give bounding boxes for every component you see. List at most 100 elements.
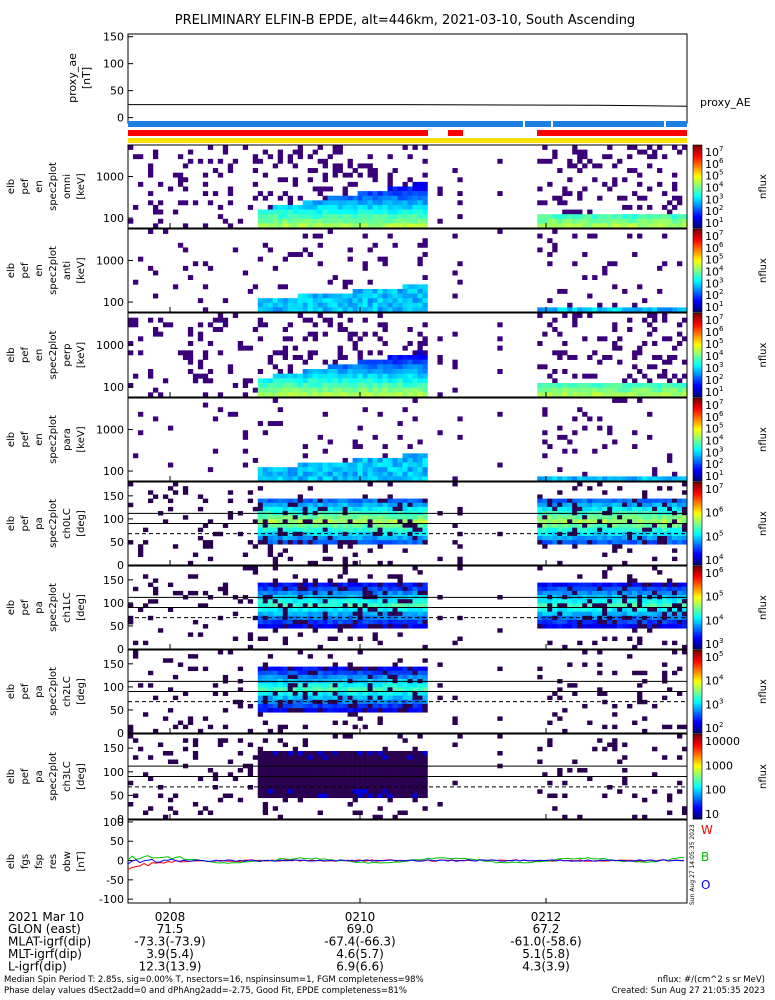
- pitch-cell: [562, 603, 568, 608]
- spectrogram-cell: [582, 307, 588, 313]
- pitch-cell: [417, 615, 423, 621]
- colorbar-segment: [693, 802, 702, 805]
- pitch-cell: [587, 624, 593, 629]
- spectrogram-cell: [267, 223, 274, 229]
- colorbar-segment: [693, 231, 702, 234]
- spectrogram-frame: [127, 312, 688, 398]
- spectrogram-cell: [232, 313, 239, 318]
- pitch-cell: [387, 523, 393, 528]
- pitch-cell: [392, 674, 398, 680]
- spectrogram-cell: [552, 378, 558, 384]
- pitch-cell: [637, 535, 643, 541]
- spectrogram-cell: [422, 462, 428, 468]
- spectrogram-cell: [677, 341, 683, 346]
- spectrogram-cell: [357, 191, 363, 197]
- spectrogram-cell: [382, 392, 388, 398]
- pitch-cell: [162, 494, 169, 499]
- pitch-cell: [622, 586, 628, 592]
- pitch-cell: [142, 603, 149, 608]
- pitch-cell: [602, 515, 608, 520]
- pitch-cell: [572, 691, 578, 696]
- spectrogram-cell: [542, 200, 548, 206]
- spectrogram-cell: [372, 471, 378, 477]
- spectrogram-cell: [327, 200, 333, 206]
- pitch-cell: [667, 527, 673, 533]
- pitch-cell: [597, 515, 603, 520]
- pitch-cell: [297, 699, 303, 705]
- pitch-cell: [152, 728, 159, 734]
- pitch-cell: [387, 515, 393, 520]
- pitch-cell: [277, 776, 284, 782]
- spectrogram-cell: [357, 355, 363, 360]
- pitch-cell: [537, 789, 543, 794]
- pitch-cell: [612, 703, 618, 709]
- pitch-cell: [337, 666, 343, 672]
- pitch-cell: [267, 691, 274, 696]
- spectrogram-cell: [592, 218, 598, 224]
- pitch-cell: [342, 780, 348, 786]
- pitch-cell: [317, 582, 323, 588]
- spectrogram-cell: [267, 383, 274, 388]
- colorbar-segment: [693, 373, 702, 377]
- pitch-cell: [347, 772, 353, 777]
- colorbar-tick-label: 102: [705, 721, 723, 735]
- pitch-cell: [317, 506, 323, 512]
- pitch-cell: [577, 515, 583, 520]
- colorbar-segment: [693, 660, 702, 663]
- spectrogram-cell: [252, 168, 259, 173]
- pitch-cell: [622, 527, 628, 533]
- pitch-cell: [667, 515, 673, 520]
- pitch-cell: [357, 691, 363, 696]
- spectrogram-cell: [672, 223, 678, 229]
- spectrogram-cell: [332, 218, 338, 224]
- spectrogram-cell: [372, 457, 378, 463]
- pitch-cell: [262, 674, 269, 680]
- spectrogram-cell: [342, 223, 348, 229]
- pitch-cell: [617, 789, 623, 794]
- spectrogram-cell: [192, 373, 199, 379]
- spectrogram-cell: [297, 387, 303, 393]
- spectrogram-cell: [377, 457, 383, 463]
- spectrogram-cell: [307, 387, 313, 393]
- spectrogram-cell: [607, 214, 613, 220]
- pitch-cell: [457, 506, 463, 512]
- pitch-cell: [277, 582, 284, 588]
- spectrogram-cell: [147, 200, 154, 206]
- spectrogram-cell: [397, 223, 403, 229]
- spectrogram-cell: [622, 383, 628, 388]
- spectrogram-cell: [637, 345, 643, 351]
- spectrogram-cell: [242, 434, 249, 440]
- pitch-cell: [402, 759, 408, 765]
- spectrogram-cell: [317, 476, 323, 482]
- colorbar-segment: [693, 484, 702, 487]
- spectrogram-cell: [272, 364, 279, 370]
- pitch-cell: [192, 590, 199, 596]
- spectrogram-cell: [392, 214, 398, 220]
- pitch-cell: [277, 540, 284, 545]
- spectrogram-cell: [147, 265, 154, 271]
- colorbar-segment: [693, 406, 702, 409]
- spectrogram-cell: [412, 373, 418, 379]
- colorbar-segment: [693, 613, 702, 617]
- pitch-cell: [637, 519, 643, 524]
- colorbar-segment: [693, 258, 702, 261]
- pitch-ytick-label: 100: [103, 513, 124, 526]
- pitch-cell: [667, 519, 673, 524]
- pitch-cell: [652, 611, 658, 617]
- pitch-cell: [422, 793, 428, 799]
- pitch-cell: [682, 490, 688, 495]
- spectrogram-cell: [332, 387, 338, 393]
- pitch-cell: [547, 523, 553, 528]
- colorbar-segment: [693, 264, 702, 267]
- spectrogram-cell: [617, 223, 623, 229]
- spectrogram-cell: [372, 191, 378, 197]
- spectrogram-cell: [672, 195, 678, 201]
- spectrogram-cell: [542, 307, 548, 313]
- colorbar-segment: [693, 219, 702, 223]
- colorbar-segment: [693, 470, 702, 474]
- spectrogram-cell: [587, 373, 593, 379]
- pitch-cell: [367, 695, 373, 701]
- pitch-cell: [637, 527, 643, 533]
- pitch-cell: [417, 624, 423, 629]
- pitch-cell: [357, 793, 363, 799]
